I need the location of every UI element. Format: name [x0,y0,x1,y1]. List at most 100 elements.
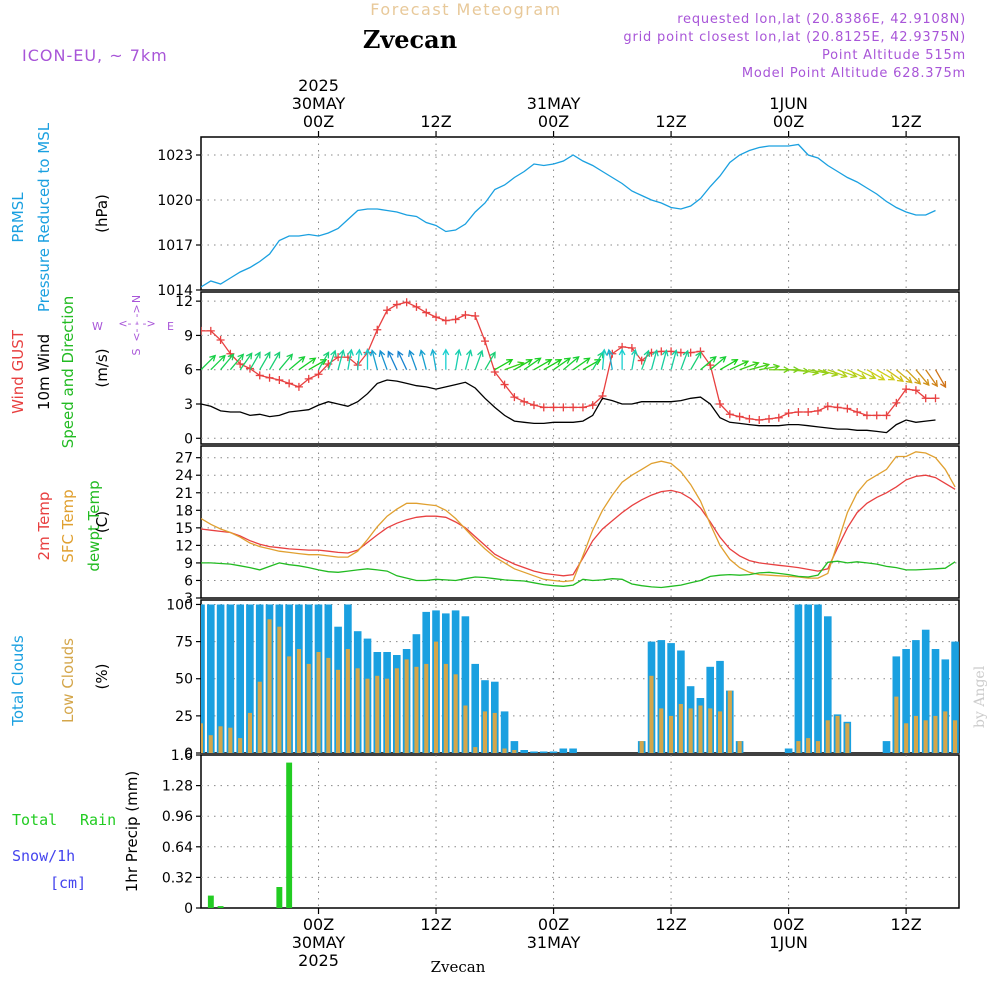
wind-arrow [817,369,838,376]
gust-marker [813,406,822,415]
top-time-label: 00Z [303,112,334,131]
bar [394,668,399,753]
bar [530,751,538,753]
wind-arrow-head [563,357,572,364]
bar [296,649,301,753]
compass-south: S [130,348,143,355]
wind-arrow-head [682,349,690,357]
gust-marker [402,298,411,307]
bar [912,640,920,753]
wind-arrow [337,350,344,370]
gust-marker [578,403,587,412]
wind-arrow [660,350,668,370]
gust-marker [392,300,401,309]
top-time-label: 31MAY [527,94,581,113]
wind-arrow [847,369,866,379]
top-time-label: 30MAY [292,94,346,113]
gust-marker [794,408,803,416]
bar [247,712,252,753]
wind-arrow-head [286,353,294,361]
gust-marker [784,409,793,418]
wind-arrow [709,356,726,371]
panel-label: Total Clouds [9,635,27,727]
bar [500,711,509,753]
bar [201,604,205,753]
bar [306,663,311,753]
bar [216,604,225,753]
bar [794,604,803,753]
y-tick-label: 1014 [157,283,193,299]
gust-marker [549,403,558,412]
bar [943,711,948,753]
bar [238,738,243,753]
bar [255,604,264,753]
wind-arrow-head [940,381,947,389]
wind-arrow-head [618,348,626,356]
bottom-time-label: 31MAY [527,933,581,952]
y-tick-label: 0.64 [162,840,193,856]
panel-precip: 0 0.32 0.64 0.96 1.28 1.6 Total Rain Snow/1h [cm]… [12,748,960,917]
wind-arrow [357,349,361,370]
bar [473,747,478,753]
bar [933,715,938,753]
wind-arrow [239,352,253,371]
wind-arrow-head [606,348,614,356]
gust-marker [275,376,284,384]
gust-marker [657,347,666,356]
bar [539,751,548,753]
panel-label: 10m Wind [35,334,53,410]
top-time-label: 12Z [420,112,451,131]
wind-arrow-head [338,349,346,357]
wind-direction-arrows [201,348,947,389]
bar [218,726,223,753]
bar [902,649,910,753]
bar [845,723,850,753]
panel-pressure: 1014 1017 1020 1023 PRMSL Pressure Reduced to… [9,122,960,312]
wind-arrow [454,349,460,370]
wind-arrow-head [695,351,702,359]
wind-arrow [680,350,689,370]
y-tick-label: 9 [184,328,193,344]
wind-arrow [572,357,590,371]
bar [345,649,350,753]
bar [375,675,380,753]
wind-arrow [379,350,388,370]
wind-arrow-head [330,349,337,357]
wind-arrow [827,369,847,378]
bottom-time-label: 00Z [773,915,804,934]
plot-area [201,604,959,753]
gust-marker [226,349,235,358]
bar [804,604,812,753]
gust-marker [745,414,754,423]
wind-arrow-head [430,348,437,356]
header: Forecast Meteogram Zvecan ICON-EU, ~ 7km… [22,0,966,81]
bar [355,668,360,753]
point-altitude: Point Altitude 515m [822,48,966,63]
panel-label: dewpt Temp [85,480,103,571]
bar [677,650,685,753]
panel-label: Speed and Direction [59,296,77,449]
compass-north: N [130,295,143,303]
wind-arrow-head [545,359,553,366]
y-axis-label: (m/s) [93,348,111,387]
location-title: Zvecan [363,25,457,54]
y-tick-label: 15 [175,521,193,537]
wind-arrow-head [905,376,913,384]
y-tick-label: 21 [175,486,193,502]
bar [443,663,448,753]
wind-arrow [876,369,895,381]
wind-arrow-head [408,349,415,357]
wind-arrow [798,369,819,374]
wind-arrow [484,352,496,371]
y-tick-label: 50 [175,672,193,688]
bar [326,657,331,753]
wind-arrow-head [888,374,896,381]
wind-arrow [905,369,921,385]
y-tick-label: 18 [175,503,193,519]
wind-arrow-head [387,350,394,358]
wind-arrow [298,357,316,371]
bar [385,678,390,753]
wind-arrow [915,369,930,386]
wind-arrow-head [442,348,450,356]
wind-arrow [749,363,769,371]
